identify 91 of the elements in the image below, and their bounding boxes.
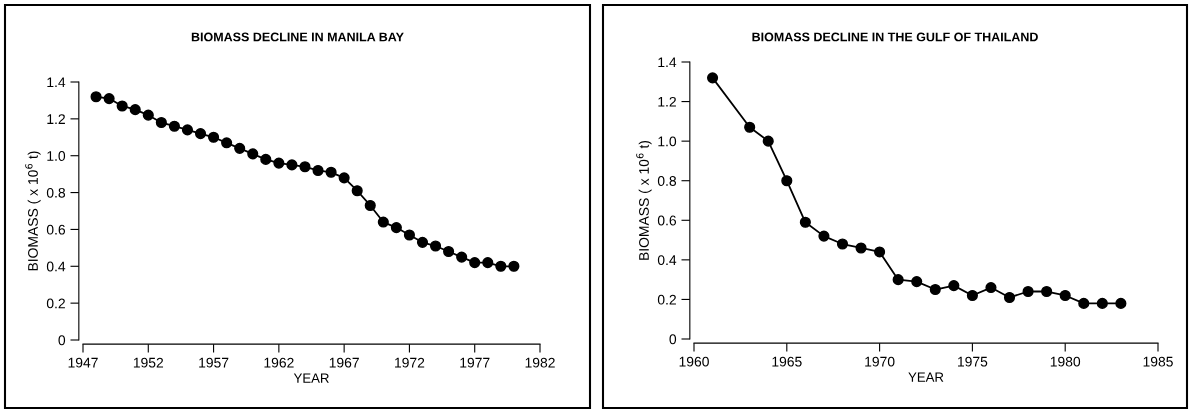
point — [168, 120, 180, 132]
x-tick-label: 1980 — [1050, 356, 1081, 367]
point — [377, 216, 389, 228]
point — [390, 222, 402, 234]
y-tick-label: 0.6 — [657, 215, 677, 226]
x-tick-label: 1960 — [679, 356, 709, 367]
point — [744, 121, 756, 133]
y-tick-label: 0.4 — [657, 255, 677, 266]
point — [90, 91, 102, 103]
point — [142, 109, 154, 121]
point — [855, 242, 867, 254]
x-axis-title: YEAR — [293, 373, 329, 383]
x-tick-label: 1957 — [199, 357, 229, 368]
y-tick-label: 0.4 — [46, 261, 66, 272]
y-tick-label: 0.2 — [657, 294, 676, 305]
point — [403, 229, 415, 241]
point — [221, 137, 233, 149]
point — [762, 135, 774, 147]
point — [429, 240, 442, 252]
point — [260, 153, 272, 165]
point — [508, 260, 520, 272]
x-tick-label: 1970 — [865, 356, 895, 367]
x-tick-label: 1972 — [395, 357, 425, 368]
point — [234, 142, 246, 154]
point — [338, 172, 350, 184]
point — [103, 93, 115, 105]
y-tick-label: 0 — [58, 335, 66, 346]
y-tick-label: 1.0 — [47, 151, 66, 161]
point — [707, 72, 719, 84]
y-tick-label: 1.2 — [47, 114, 65, 124]
point — [181, 124, 194, 136]
x-axis-title: YEAR — [908, 372, 944, 382]
point — [781, 175, 793, 187]
y-axis-title: BIOMASS ( x 10$^{6}$ t) — [25, 151, 41, 271]
point — [818, 230, 830, 242]
y-tick-label: 0.8 — [46, 187, 66, 198]
point — [116, 100, 128, 112]
x-tick-label: 1962 — [264, 357, 294, 368]
point — [929, 283, 941, 296]
point — [247, 148, 259, 160]
y-tick-label: 1.0 — [658, 136, 677, 147]
chart-title: BIOMASS DECLINE IN MANILA BAY — [191, 32, 404, 42]
point — [194, 128, 207, 140]
point — [273, 157, 285, 169]
y-tick-label: 0.8 — [657, 176, 677, 186]
point — [1115, 297, 1127, 309]
point — [456, 251, 468, 263]
point — [129, 104, 141, 116]
point — [286, 159, 298, 171]
point — [1078, 297, 1090, 309]
y-tick-label: 0.6 — [46, 224, 66, 235]
y-tick-label: 1.4 — [658, 57, 677, 68]
x-tick-label: 1965 — [772, 356, 802, 367]
point — [966, 289, 978, 302]
y-tick-label: 1.2 — [658, 96, 676, 107]
point — [911, 276, 923, 288]
x-tick-label: 1977 — [460, 357, 490, 368]
point — [1096, 297, 1108, 309]
x-tick-label: 1982 — [525, 357, 555, 368]
point — [1059, 289, 1071, 302]
x-tick-label: 1985 — [1143, 356, 1173, 367]
point — [948, 280, 960, 292]
point — [1022, 285, 1034, 298]
y-tick-label: 1.4 — [47, 77, 66, 88]
point — [892, 274, 904, 286]
y-tick-label: 0 — [669, 334, 677, 345]
point — [874, 246, 886, 258]
chart-title: BIOMASS DECLINE IN THE GULF OF THAILAND — [752, 32, 1038, 42]
point — [364, 199, 376, 212]
x-tick-label: 1975 — [958, 356, 988, 367]
x-tick-label: 1967 — [329, 357, 359, 368]
point — [799, 216, 811, 228]
point — [1003, 291, 1016, 304]
point — [312, 164, 324, 177]
point — [443, 245, 455, 258]
point — [1041, 285, 1053, 298]
x-tick-label: 1947 — [68, 357, 98, 368]
y-axis-title: BIOMASS ( x 10$^{6}$ t) — [636, 140, 652, 260]
point — [208, 131, 220, 143]
point — [836, 238, 849, 250]
point — [985, 282, 997, 294]
x-tick-label: 1952 — [133, 357, 164, 368]
point — [469, 257, 481, 269]
point — [416, 236, 429, 248]
point — [325, 166, 337, 178]
point — [299, 161, 311, 173]
point — [495, 260, 507, 272]
point — [482, 257, 494, 269]
y-tick-label: 0.2 — [46, 298, 65, 309]
point — [155, 116, 167, 129]
point — [351, 185, 363, 197]
